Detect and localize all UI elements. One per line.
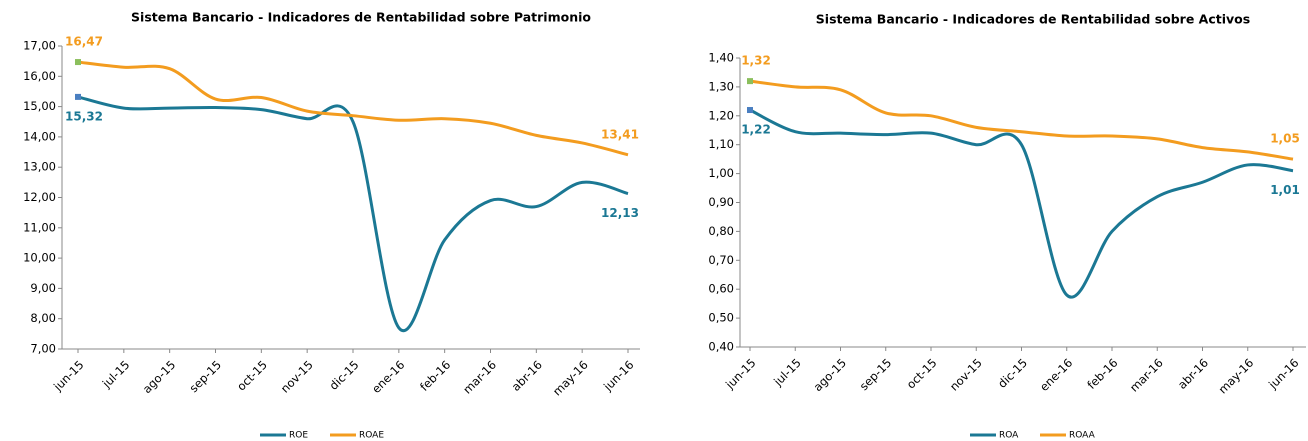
x-tick-label: feb-16: [417, 358, 453, 394]
series-line: [77, 95, 629, 333]
legend-label: ROAE: [359, 431, 384, 441]
y-tick-label: 1,30: [708, 79, 734, 93]
x-tick-label: jun-16: [600, 358, 636, 394]
marker: [75, 93, 81, 100]
x-tick-label: jul-15: [770, 356, 804, 390]
y-tick-label: 8,00: [30, 311, 56, 325]
y-tick-label: 0,80: [708, 224, 734, 238]
x-tick-label: ene-16: [369, 358, 407, 396]
y-tick-label: 17,00: [23, 39, 56, 53]
y-tick-label: 0,60: [708, 282, 734, 296]
x-tick-label: nov-15: [278, 358, 316, 396]
x-tick-label: mar-16: [460, 358, 499, 397]
marker: [75, 59, 81, 66]
series-line: [749, 108, 1294, 299]
legend-label: ROAA: [1069, 431, 1096, 441]
y-tick-label: 14,00: [23, 129, 56, 143]
legend-label: ROA: [999, 431, 1019, 441]
x-tick-label: ago-15: [140, 358, 178, 396]
x-tick-label: may-16: [550, 358, 591, 399]
x-tick-label: ago-15: [811, 356, 849, 394]
x-tick-label: feb-16: [1084, 356, 1120, 392]
chart-title: Sistema Bancario - Indicadores de Rentab…: [131, 10, 591, 25]
data-label: 16,47: [65, 35, 103, 49]
y-tick-label: 0,90: [708, 195, 734, 209]
x-tick-label: abr-16: [1175, 356, 1211, 392]
y-tick-label: 10,00: [23, 251, 56, 265]
y-tick-label: 7,00: [30, 342, 56, 356]
y-tick-label: 12,00: [23, 190, 56, 204]
data-label: 12,13: [601, 206, 639, 220]
y-tick-label: 1,10: [708, 137, 734, 151]
x-tick-label: jun-16: [1265, 356, 1301, 392]
y-tick-label: 15,00: [23, 99, 56, 113]
y-tick-label: 0,40: [708, 340, 734, 354]
data-label: 1,32: [741, 54, 771, 68]
series-line: [749, 79, 1294, 161]
y-tick-label: 1,40: [708, 51, 734, 65]
marker: [747, 107, 753, 114]
y-tick-label: 0,70: [708, 253, 734, 267]
series-line: [77, 60, 629, 157]
x-tick-label: abr-16: [509, 358, 545, 394]
x-tick-label: oct-15: [904, 356, 940, 392]
data-label: 1,01: [1270, 183, 1300, 197]
y-tick-label: 1,00: [708, 166, 734, 180]
data-label: 1,22: [741, 123, 771, 137]
x-tick-label: jun-15: [722, 356, 758, 392]
legend-label: ROE: [289, 431, 308, 441]
x-tick-label: may-16: [1216, 356, 1257, 397]
x-tick-label: dic-15: [327, 358, 362, 393]
x-tick-label: sep-15: [857, 356, 895, 394]
x-tick-label: jul-15: [99, 358, 133, 392]
chart-title: Sistema Bancario - Indicadores de Rentab…: [816, 12, 1250, 27]
data-label: 1,05: [1270, 132, 1300, 146]
y-tick-label: 0,50: [708, 311, 734, 325]
x-tick-label: sep-15: [187, 358, 225, 396]
x-tick-label: jun-15: [50, 358, 86, 394]
y-tick-label: 9,00: [30, 281, 56, 295]
marker: [747, 78, 753, 85]
y-tick-label: 11,00: [23, 220, 56, 234]
x-tick-label: ene-16: [1037, 356, 1075, 394]
x-tick-label: nov-15: [947, 356, 985, 394]
x-tick-label: dic-15: [995, 356, 1030, 391]
x-tick-label: oct-15: [234, 358, 270, 394]
data-label: 15,32: [65, 109, 103, 123]
y-tick-label: 16,00: [23, 69, 56, 83]
x-tick-label: mar-16: [1127, 356, 1166, 395]
data-label: 13,41: [601, 127, 639, 141]
y-tick-label: 1,20: [708, 108, 734, 122]
y-tick-label: 13,00: [23, 160, 56, 174]
